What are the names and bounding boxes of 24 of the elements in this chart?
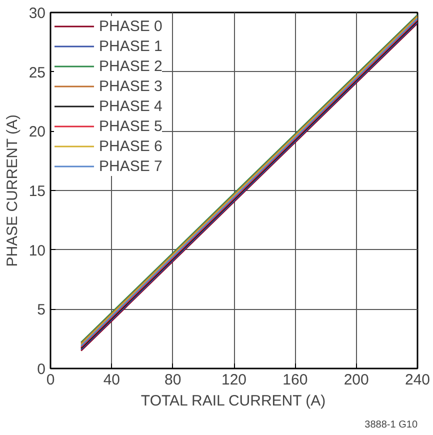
- x-tick-label: 200: [344, 372, 369, 388]
- x-tick-label: 240: [404, 372, 430, 388]
- y-tick-label: 10: [28, 242, 46, 260]
- y-tick-label: 20: [28, 124, 46, 141]
- y-tick-label: 25: [28, 64, 46, 82]
- x-tick-label: 40: [103, 372, 120, 388]
- legend-label: PHASE 4: [99, 97, 162, 115]
- y-tick-label: 5: [37, 302, 46, 319]
- y-tick-label: 0: [37, 361, 46, 378]
- legend-label: PHASE 6: [99, 137, 162, 155]
- legend-label: PHASE 7: [99, 157, 162, 175]
- x-tick-label: 120: [221, 372, 247, 388]
- legend-label: PHASE 2: [99, 57, 162, 75]
- legend-label: PHASE 5: [99, 117, 162, 135]
- y-tick-label: 30: [28, 5, 46, 22]
- y-axis-title: PHASE CURRENT (A): [4, 114, 21, 267]
- x-tick-label: 80: [164, 372, 182, 388]
- legend-label: PHASE 1: [99, 37, 162, 55]
- text: 3888-1 G10: [364, 420, 418, 430]
- legend-label: PHASE 3: [99, 77, 162, 95]
- x-axis-title: TOTAL RAIL CURRENT (A): [140, 392, 326, 410]
- x-tick-label: 160: [282, 372, 308, 388]
- y-tick-label: 15: [28, 183, 46, 200]
- legend-label: PHASE 0: [99, 17, 162, 35]
